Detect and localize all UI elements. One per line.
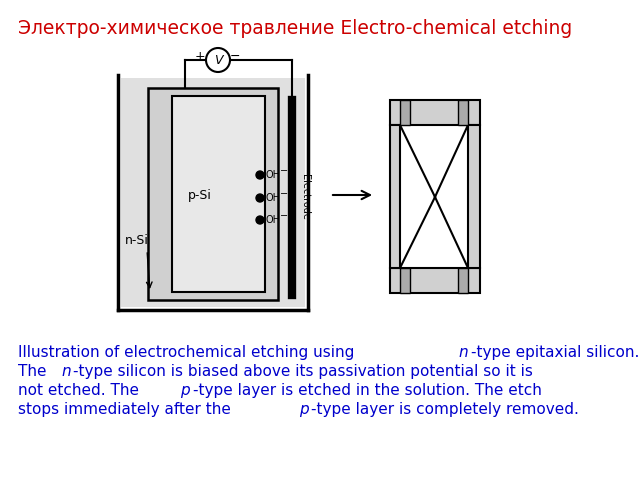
Bar [390, 268, 480, 293]
Text: Illustration of electrochemical etching using: Illustration of electrochemical etching … [18, 345, 359, 360]
Text: n-Si: n-Si [125, 233, 149, 247]
Circle shape [256, 171, 264, 179]
Text: OH: OH [266, 193, 281, 203]
Bar [172, 96, 265, 292]
Bar [400, 268, 410, 293]
Polygon shape [468, 125, 480, 268]
Bar [458, 268, 468, 293]
Text: p: p [299, 402, 308, 417]
Circle shape [256, 194, 264, 202]
Bar [148, 88, 278, 300]
Bar [458, 100, 468, 125]
Text: −: − [280, 189, 288, 199]
Bar [400, 100, 410, 125]
Polygon shape [390, 125, 400, 268]
Text: -type epitaxial silicon.: -type epitaxial silicon. [471, 345, 639, 360]
Text: OH: OH [266, 170, 281, 180]
Text: p: p [180, 383, 190, 398]
Text: n: n [61, 364, 70, 379]
Text: −: − [230, 49, 240, 62]
Text: Electrode: Electrode [300, 174, 310, 220]
Text: stops immediately after the: stops immediately after the [18, 402, 236, 417]
Text: -type silicon is biased above its passivation potential so it is: -type silicon is biased above its passiv… [74, 364, 533, 379]
Text: −: − [280, 211, 288, 221]
Text: OH: OH [266, 215, 281, 225]
Bar [121, 78, 305, 307]
Text: Электро-химическое травление Electro-chemical etching: Электро-химическое травление Electro-che… [18, 19, 572, 37]
Text: p-Si: p-Si [188, 189, 212, 202]
Bar [390, 100, 480, 125]
Text: n: n [458, 345, 468, 360]
Text: not etched. The: not etched. The [18, 383, 144, 398]
Circle shape [256, 216, 264, 224]
Circle shape [206, 48, 230, 72]
Text: -type layer is completely removed.: -type layer is completely removed. [312, 402, 579, 417]
Text: -type layer is etched in the solution. The etch: -type layer is etched in the solution. T… [193, 383, 541, 398]
Text: +: + [195, 49, 205, 62]
Text: The: The [18, 364, 51, 379]
Text: V: V [214, 53, 222, 67]
Text: −: − [280, 166, 288, 176]
